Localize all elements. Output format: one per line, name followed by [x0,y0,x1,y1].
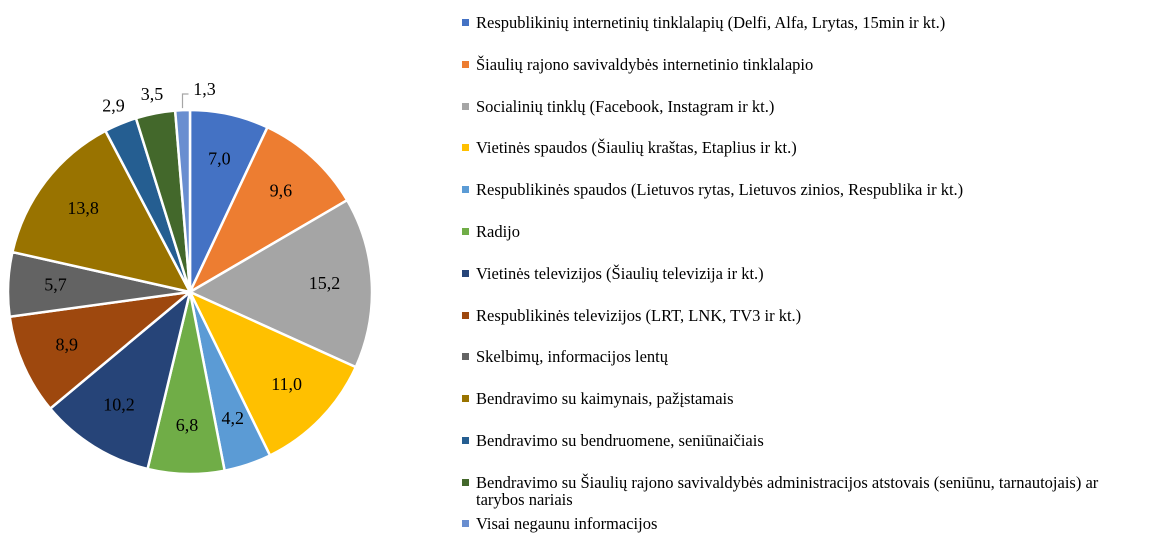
legend-item: Šiaulių rajono savivaldybės internetinio… [462,56,1148,73]
legend-item: Radijo [462,223,1148,240]
legend-item: Respublikinių internetinių tinklalapių (… [462,14,1148,31]
pie-slice [173,108,192,293]
pie-slice [48,288,193,471]
pie-slice [187,289,358,458]
data-label: 8,9 [56,335,79,355]
legend-label: Socialinių tinklų (Facebook, Instagram i… [476,96,775,116]
pie-chart: 7,0 9,6 15,2 11,0 4,2 6,8 10,2 8,9 5,7 13,8 2,9 3,5… [6,79,374,476]
legend-item: Respublikinės spaudos (Lietuvos rytas, L… [462,181,1148,198]
pie-slice [10,129,193,294]
pie-slice [187,198,374,369]
legend-label: Respublikinės televizijos (LRT, LNK, TV3… [476,305,802,325]
legend-item: Bendravimo su kaimynais, pažįstamais [462,390,1148,407]
legend-swatch [462,228,469,235]
data-label: 11,0 [271,374,302,394]
data-label: 3,5 [141,84,164,104]
legend-label: Radijo [476,222,520,241]
legend-swatch [462,437,469,444]
legend-swatch [462,311,469,319]
legend-label: Šiaulių rajono savivaldybės internetinio… [476,54,814,74]
legend-label: Vietinės televizijos (Šiaulių televizija… [476,263,764,283]
legend-swatch [462,353,469,361]
data-label: 6,8 [176,415,199,435]
legend-item: Bendravimo su Šiaulių rajono savivaldybė… [462,474,1148,508]
legend-label: Bendravimo su kaimynais, pažįstamais [476,389,734,409]
legend-label: Bendravimo su Šiaulių rajono savivaldybė… [476,472,1099,509]
legend-swatch [462,144,469,152]
legend-swatch [462,395,469,403]
data-label: 1,3 [193,79,216,99]
legend-item: Vietinės televizijos (Šiaulių televizija… [462,265,1148,282]
legend-label: Vietinės spaudos (Šiaulių kraštas, Etapl… [476,138,797,158]
legend-item: Bendravimo su bendruomene, seniūnaičiais [462,432,1148,449]
data-label: 13,8 [67,198,99,218]
data-label: 5,7 [44,274,67,294]
data-label: 9,6 [270,181,293,201]
legend-swatch [462,60,469,68]
legend-swatch [462,269,469,277]
legend-swatch [462,19,469,26]
legend-swatch [462,520,469,527]
legend-label: Respublikinių internetinių tinklalapių (… [476,13,946,32]
data-label: 4,2 [222,408,245,428]
legend-item: Respublikinės televizijos (LRT, LNK, TV3… [462,307,1148,324]
data-label: 10,2 [103,395,135,415]
legend-label: Respublikinės spaudos (Lietuvos rytas, L… [476,180,964,200]
pie-slice [187,125,349,296]
leader-line [181,93,189,109]
legend-item: Visai negaunu informacijos [462,515,1148,532]
legend-label: Bendravimo su bendruomene, seniūnaičiais [476,431,764,450]
legend-swatch [462,102,469,110]
legend-swatch [462,186,469,194]
data-label: 15,2 [309,273,341,293]
legend-item: Skelbimų, informacijos lentų [462,348,1148,365]
data-label: 7,0 [208,149,231,169]
legend-item: Vietinės spaudos (Šiaulių kraštas, Etapl… [462,139,1148,156]
legend-label: Skelbimų, informacijos lentų [476,347,669,367]
legend-item: Socialinių tinklų (Facebook, Instagram i… [462,98,1148,115]
legend-swatch [462,478,469,486]
pie-slice [8,290,195,411]
legend-label: Visai negaunu informacijos [476,514,658,533]
data-label: 2,9 [102,95,125,115]
